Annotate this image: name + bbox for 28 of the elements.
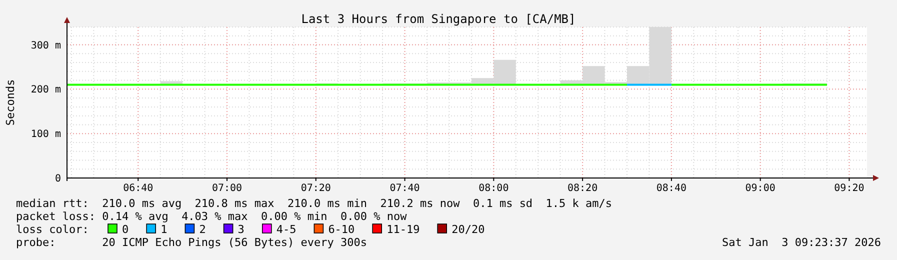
x-tick-label: 07:40 xyxy=(390,183,420,194)
legend-label: 6-10 xyxy=(328,223,355,236)
legend-label: 11-19 xyxy=(386,223,420,236)
legend-label: 3 xyxy=(238,223,244,236)
legend-label: 20/20 xyxy=(452,223,485,236)
text: Sat Jan 3 09:23:37 2026 xyxy=(722,236,881,249)
y-axis-title: Seconds xyxy=(4,79,17,126)
x-tick-label: 07:00 xyxy=(212,183,242,194)
legend-title: loss color: xyxy=(16,223,89,236)
y-tick-label: 300 m xyxy=(30,40,61,52)
x-tick-label: 08:40 xyxy=(656,183,687,194)
x-tick-label: 08:00 xyxy=(478,183,509,194)
x-tick-label: 08:20 xyxy=(567,183,598,194)
y-tick-label: 0 xyxy=(54,174,61,184)
y-tick-label: 100 m xyxy=(30,129,61,140)
x-tick-label: 09:00 xyxy=(745,183,776,194)
x-tick-label: 09:20 xyxy=(834,183,864,194)
text: packet loss: 0.14 % avg 4.03 % max 0.00 % min 0.00 % now xyxy=(16,210,408,223)
x-tick-label: 07:20 xyxy=(300,183,331,194)
chart-title: Last 3 Hours from Singapore to [CA/MB] xyxy=(301,12,576,26)
text: probe: 20 ICMP Echo Pings (56 Bytes) every 300s xyxy=(16,236,367,249)
text: median rtt: 210.0 ms avg 210.8 ms max 210.0 ms min 210.2 ms now 0.1 ms sd 1.5 k am/s xyxy=(16,197,612,210)
legend-label: 4-5 xyxy=(276,223,296,236)
legend-label: 1 xyxy=(160,223,168,236)
x-tick-label: 06:40 xyxy=(123,183,154,194)
legend-label: 0 xyxy=(122,223,129,236)
y-tick-label: 200 m xyxy=(30,84,61,96)
legend-label: 2 xyxy=(199,223,206,236)
